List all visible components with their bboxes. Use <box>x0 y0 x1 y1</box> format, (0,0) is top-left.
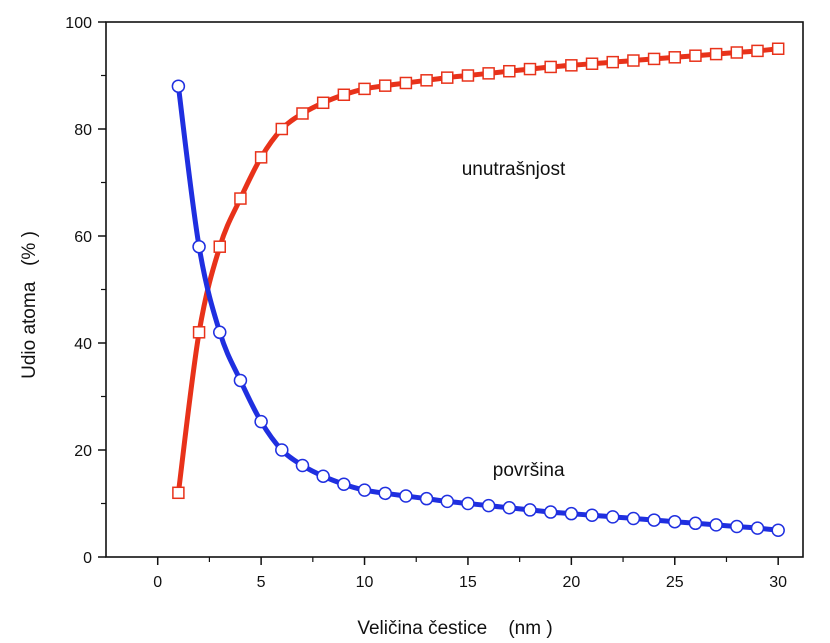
circle-marker <box>709 518 723 532</box>
y-tick-label: 80 <box>74 122 92 139</box>
series-markers <box>171 42 785 537</box>
circle-marker <box>213 325 227 340</box>
square-marker <box>213 240 227 253</box>
square-marker <box>172 486 185 500</box>
square-marker <box>441 71 454 84</box>
y-axis-title: Udio atoma (% ) <box>19 231 40 379</box>
square-marker <box>709 47 723 61</box>
x-tick-label: 5 <box>257 574 266 591</box>
circle-marker <box>647 513 661 527</box>
y-tick-label: 0 <box>83 550 92 567</box>
square-marker <box>192 326 206 339</box>
square-marker <box>647 52 661 66</box>
square-marker <box>378 79 392 92</box>
square-marker <box>771 42 785 55</box>
x-tick-label: 10 <box>356 574 374 591</box>
series-line-1 <box>175 83 781 533</box>
circle-marker <box>399 489 413 503</box>
x-tick-label: 30 <box>769 574 787 591</box>
y-tick-label: 20 <box>74 443 92 460</box>
circle-marker <box>461 496 475 511</box>
annotation-surface: površina <box>493 460 565 481</box>
circle-marker <box>564 506 579 521</box>
tick-labels: 0 5 10 15 20 25 30 0 20 40 60 80 100 <box>65 15 787 591</box>
square-marker <box>420 74 433 87</box>
square-marker <box>275 122 289 136</box>
circle-marker <box>750 521 765 535</box>
x-tick-label: 0 <box>153 574 162 591</box>
square-marker <box>606 55 619 69</box>
square-marker <box>234 192 247 205</box>
square-marker <box>296 107 309 120</box>
circle-marker <box>337 477 351 491</box>
square-marker <box>358 82 371 96</box>
circle-marker <box>233 373 248 388</box>
square-marker <box>254 151 268 164</box>
circle-marker <box>481 498 496 513</box>
circle-marker <box>419 491 434 506</box>
square-marker <box>730 46 744 59</box>
annotation-interior: unutrašnjost <box>462 159 566 180</box>
square-marker <box>565 59 578 72</box>
circle-marker <box>275 443 289 457</box>
square-marker <box>482 67 495 80</box>
square-marker <box>627 54 640 67</box>
circle-marker <box>605 510 620 524</box>
circle-marker <box>192 239 206 254</box>
series-lines <box>175 46 781 533</box>
circle-marker <box>357 483 372 497</box>
circle-marker <box>668 514 682 529</box>
square-marker <box>751 44 764 58</box>
x-tick-label: 20 <box>562 574 580 591</box>
square-marker <box>316 96 330 110</box>
circle-marker <box>171 79 186 93</box>
circle-marker <box>688 516 703 531</box>
square-marker <box>503 64 516 78</box>
circle-marker <box>440 494 455 509</box>
circle-marker <box>254 414 268 429</box>
circle-marker <box>378 486 392 501</box>
axis-ticks <box>98 21 779 565</box>
circle-marker <box>626 511 641 526</box>
plot-frame <box>105 21 804 558</box>
square-marker <box>399 76 413 90</box>
square-marker <box>585 57 599 70</box>
circle-marker <box>316 469 330 483</box>
circle-marker <box>771 523 785 537</box>
y-tick-label: 40 <box>74 336 92 353</box>
square-marker <box>544 60 557 74</box>
y-tick-label: 100 <box>65 15 92 32</box>
circle-marker <box>730 519 744 534</box>
circle-marker <box>543 505 558 519</box>
square-marker <box>689 49 702 62</box>
y-tick-label: 60 <box>74 229 92 246</box>
square-marker <box>337 88 351 102</box>
circle-marker <box>295 458 310 473</box>
series-line-0 <box>175 46 781 496</box>
circle-marker <box>585 508 599 523</box>
square-marker <box>523 62 537 76</box>
circle-marker <box>502 501 517 515</box>
circle-marker <box>523 503 537 517</box>
x-tick-label: 25 <box>666 574 684 591</box>
square-marker <box>668 51 682 64</box>
x-axis-title: Veličina čestice (nm ) <box>357 618 552 639</box>
square-marker <box>461 69 475 82</box>
x-tick-label: 15 <box>459 574 477 591</box>
